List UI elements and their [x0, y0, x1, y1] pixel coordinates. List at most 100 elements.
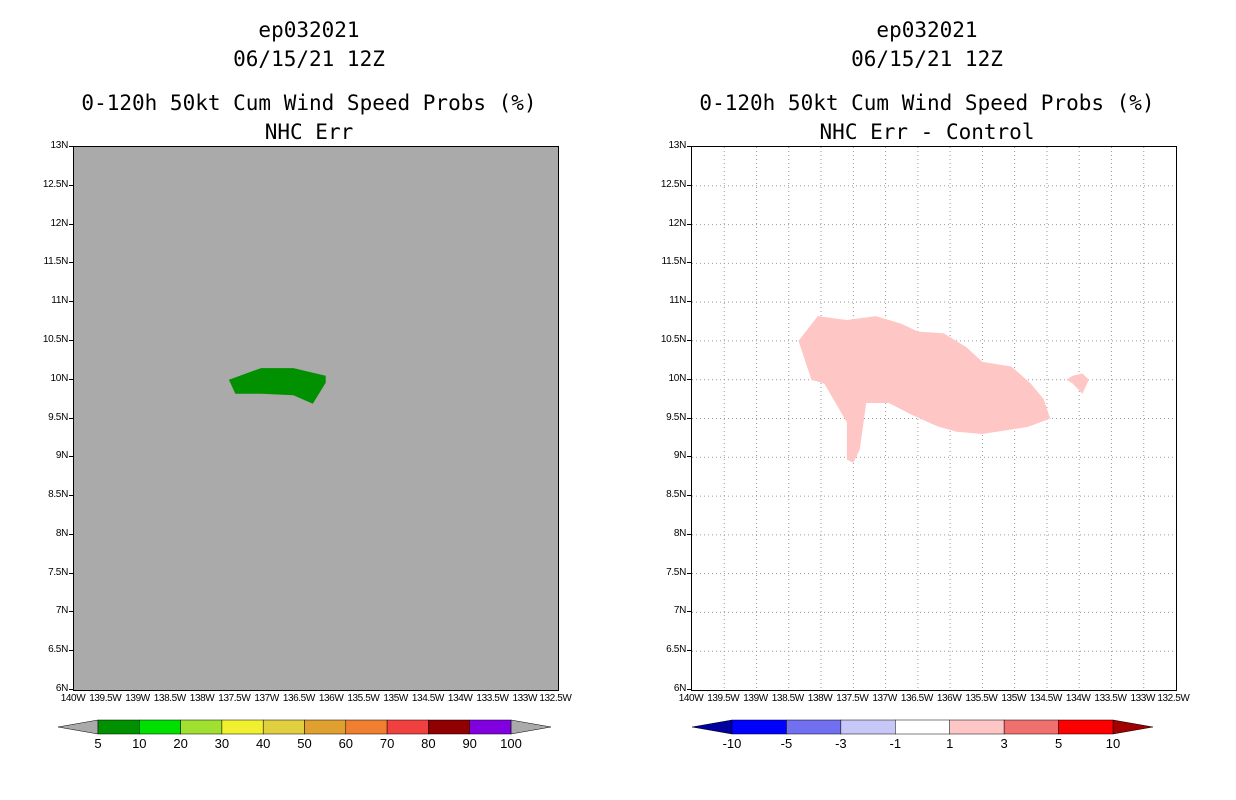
title-date: 06/15/21 12Z	[851, 47, 1003, 71]
y-tick-label: 12.5N	[660, 178, 686, 190]
y-tick-label: 10N	[50, 372, 69, 384]
x-tick-label: 138.5W	[153, 693, 186, 704]
colorbar-segment	[139, 719, 181, 735]
map-plot[interactable]	[691, 146, 1177, 691]
y-tick-label: 11N	[669, 295, 686, 307]
x-tick-label: 139.5W	[89, 693, 122, 704]
x-tick-label: 140W	[678, 693, 704, 704]
colorbar-label: 30	[214, 736, 230, 751]
colorbar-label: 1	[946, 736, 954, 751]
colorbar-label: 50	[297, 736, 312, 751]
colorbar-label: -1	[889, 736, 902, 751]
colorbar	[691, 719, 1154, 735]
colorbar-label: 3	[1000, 736, 1008, 751]
colorbar-segment	[1058, 719, 1114, 735]
x-tick-label: 132.5W	[539, 693, 572, 704]
y-tick-mark	[687, 495, 691, 497]
colorbar-label: -3	[835, 736, 847, 751]
x-tick-label: 135.5W	[965, 693, 998, 704]
y-tick-label: 8.5N	[48, 489, 68, 501]
y-tick-label: 6.5N	[48, 644, 68, 656]
colorbar-segment	[386, 719, 429, 735]
y-tick-mark	[69, 533, 73, 535]
colorbar-label: 20	[173, 736, 188, 751]
y-tick-label: 12N	[50, 217, 69, 229]
x-tick-label: 133W	[512, 693, 537, 704]
y-tick-label: 13N	[50, 140, 69, 151]
x-tick-label: 133.5W	[476, 693, 509, 704]
colorbar-segment	[345, 719, 388, 735]
x-tick-label: 139.5W	[707, 693, 740, 704]
y-tick-mark	[69, 339, 73, 341]
x-tick-label: 137.5W	[836, 693, 869, 704]
y-tick-label: 13N	[668, 140, 687, 151]
y-tick-label: 11N	[51, 295, 68, 307]
title-date: 06/15/21 12Z	[233, 47, 385, 71]
y-tick-label: 9.5N	[666, 411, 686, 423]
colorbar-label: 90	[462, 736, 477, 751]
y-tick-mark	[69, 417, 73, 419]
y-tick-mark	[69, 262, 73, 264]
y-tick-mark	[69, 611, 73, 613]
y-tick-label: 10.5N	[660, 333, 686, 345]
colorbar-segment	[304, 719, 347, 735]
y-tick-label: 8N	[55, 527, 68, 539]
y-tick-mark	[69, 572, 73, 574]
colorbar-segment	[262, 719, 305, 735]
colorbar-right-arrow	[1112, 719, 1154, 735]
x-tick-label: 139W	[125, 693, 150, 704]
x-tick-label: 139W	[743, 693, 768, 704]
y-tick-mark	[687, 184, 691, 186]
y-tick-mark	[687, 378, 691, 380]
y-tick-label: 7N	[673, 605, 686, 617]
x-tick-label: 136W	[936, 693, 962, 704]
y-tick-label: 6N	[673, 683, 686, 694]
map-canvas	[692, 147, 1176, 690]
colorbar-label: 70	[379, 736, 395, 751]
x-tick-label: 140W	[60, 693, 86, 704]
colorbar-label: 40	[255, 736, 271, 751]
y-tick-label: 6N	[55, 683, 68, 694]
colorbar-segment	[1003, 719, 1059, 735]
map-background	[74, 147, 558, 690]
y-tick-label: 10N	[668, 372, 687, 384]
y-tick-mark	[687, 339, 691, 341]
y-tick-label: 7.5N	[48, 566, 68, 578]
title-storm-id: ep032021	[876, 18, 978, 42]
x-tick-label: 133W	[1130, 693, 1155, 704]
colorbar-label: 10	[1105, 736, 1121, 751]
x-tick-label: 138.5W	[771, 693, 804, 704]
y-tick-mark	[69, 650, 73, 652]
y-tick-label: 6.5N	[666, 644, 686, 656]
title-product: 0-120h 50kt Cum Wind Speed Probs (%)	[81, 91, 537, 115]
x-tick-label: 134W	[447, 693, 473, 704]
x-tick-label: 132.5W	[1157, 693, 1190, 704]
y-tick-mark	[69, 378, 73, 380]
y-tick-mark	[687, 611, 691, 613]
x-tick-label: 135W	[383, 693, 408, 704]
colorbar-label: 60	[338, 736, 354, 751]
title-storm-id: ep032021	[258, 18, 360, 42]
map-canvas	[74, 147, 558, 690]
right-panel: ep032021 06/15/21 12Z 0-120h 50kt Cum Wi…	[618, 0, 1236, 800]
y-tick-mark	[69, 184, 73, 186]
title-product: 0-120h 50kt Cum Wind Speed Probs (%)	[699, 91, 1155, 115]
colorbar-label: 10	[132, 736, 147, 751]
colorbar-left-arrow	[57, 719, 99, 735]
x-tick-label: 134.5W	[1029, 693, 1062, 704]
y-tick-mark	[687, 301, 691, 303]
y-tick-label: 11.5N	[43, 256, 69, 268]
y-tick-label: 7.5N	[666, 566, 686, 578]
y-tick-mark	[687, 417, 691, 419]
map-plot[interactable]	[73, 146, 559, 691]
difference-area-1-3	[798, 316, 1051, 463]
y-tick-label: 12N	[668, 217, 687, 229]
y-tick-label: 8.5N	[666, 489, 686, 501]
x-tick-label: 137W	[254, 693, 279, 704]
colorbar-segment	[428, 719, 470, 735]
y-tick-label: 7N	[55, 605, 68, 617]
colorbar-right-arrow	[510, 719, 552, 735]
x-tick-label: 133.5W	[1094, 693, 1127, 704]
y-tick-label: 8N	[673, 527, 686, 539]
x-tick-label: 136.5W	[900, 693, 933, 704]
